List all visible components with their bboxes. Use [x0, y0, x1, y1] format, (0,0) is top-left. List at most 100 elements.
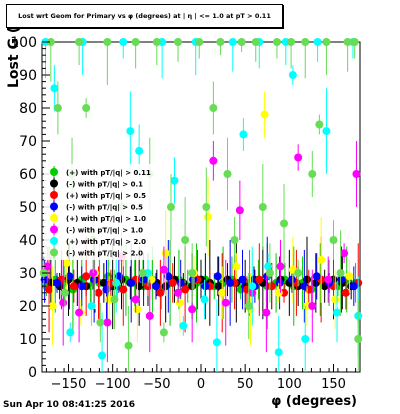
data-point	[341, 288, 350, 297]
data-point	[349, 282, 358, 291]
data-point	[209, 156, 218, 165]
data-point	[96, 318, 105, 327]
data-point	[48, 302, 57, 310]
data-point	[98, 351, 107, 360]
data-point	[43, 262, 52, 271]
data-point	[248, 282, 257, 291]
data-point	[77, 282, 86, 291]
data-point	[138, 269, 147, 277]
x-axis-label: φ (degrees)	[271, 394, 357, 409]
chart-title: Lost wrt Geom for Primary vs φ (degrees)…	[6, 4, 283, 28]
data-point	[90, 275, 99, 284]
data-point	[188, 269, 197, 277]
y-tick-label: 20	[19, 299, 37, 315]
data-point	[216, 38, 225, 46]
data-point	[176, 278, 185, 287]
data-point	[317, 255, 326, 264]
y-tick-label: 100	[10, 35, 37, 51]
data-point	[179, 321, 188, 330]
data-point	[301, 335, 310, 343]
data-point	[69, 282, 78, 291]
data-point	[352, 170, 361, 178]
x-tick-label: 150	[321, 377, 346, 392]
x-tick-label: −150	[51, 377, 87, 392]
data-point	[82, 104, 91, 112]
data-point	[244, 302, 253, 310]
data-point	[59, 298, 68, 307]
data-point	[174, 288, 183, 297]
legend-label: (+) with pT/|q| > 0.11	[66, 169, 151, 178]
data-point	[238, 275, 247, 284]
legend-label: (-) with pT/|q| > 2.0	[66, 250, 143, 259]
data-point	[218, 288, 227, 297]
chart-axes: −150 −100 −50 0 50 100 150 0 10 20 30 40 50 60 70 80 90 1…	[10, 35, 357, 392]
x-tick-label: 50	[237, 377, 254, 392]
data-point	[170, 176, 179, 185]
data-point	[124, 341, 133, 350]
y-tick-label: 70	[19, 134, 37, 150]
data-point	[189, 275, 198, 284]
data-point	[287, 275, 296, 284]
x-tick-label: 100	[277, 377, 302, 392]
data-point	[53, 104, 62, 112]
data-point	[82, 272, 91, 281]
data-point	[119, 38, 128, 46]
data-point	[103, 38, 112, 46]
data-point	[195, 38, 204, 46]
legend-label: (+) with pT/|q| > 2.0	[66, 238, 146, 247]
data-point	[201, 282, 210, 291]
data-point	[274, 288, 283, 297]
data-point	[94, 288, 103, 297]
legend-label: (-) with pT/|q| > 0.5	[66, 204, 143, 213]
data-point	[336, 269, 345, 277]
data-point	[214, 282, 223, 291]
y-tick-label: 0	[28, 365, 37, 381]
data-point	[280, 219, 289, 228]
data-point	[174, 38, 183, 46]
data-point	[209, 104, 218, 112]
data-point	[272, 38, 281, 46]
data-point	[46, 38, 55, 46]
data-point	[53, 278, 62, 287]
data-point	[87, 302, 96, 310]
data-point	[322, 38, 331, 46]
data-point	[288, 71, 297, 79]
data-point	[331, 295, 340, 304]
data-point	[45, 285, 54, 294]
data-point	[99, 278, 108, 287]
data-point	[175, 298, 184, 307]
data-point	[213, 272, 222, 281]
data-point	[345, 272, 354, 281]
data-point	[221, 298, 230, 307]
y-tick-label: 30	[19, 266, 37, 282]
data-point	[308, 302, 317, 310]
data-point	[322, 127, 331, 136]
y-tick-label: 40	[19, 233, 37, 249]
data-point	[232, 262, 241, 271]
data-point	[237, 38, 246, 46]
legend-label: (-) with pT/|q| > 0.1	[66, 181, 143, 190]
data-point	[255, 275, 264, 284]
data-point	[131, 295, 140, 304]
data-point	[324, 275, 333, 284]
data-point	[212, 338, 221, 347]
data-point	[287, 38, 296, 46]
y-tick-label: 60	[19, 167, 37, 183]
data-point	[313, 38, 322, 46]
legend-box	[44, 164, 158, 260]
legend-label: (+) with pT/|q| > 1.0	[66, 215, 146, 224]
y-tick-label: 80	[19, 101, 37, 117]
x-tick-label: 0	[197, 377, 205, 392]
data-point	[300, 282, 309, 291]
data-point	[329, 236, 338, 244]
data-point	[262, 308, 271, 317]
data-point	[308, 170, 317, 178]
data-point	[181, 236, 190, 244]
data-point	[267, 282, 276, 291]
data-point	[102, 285, 111, 294]
data-point	[139, 275, 148, 284]
data-point	[168, 278, 177, 287]
y-tick-label: 90	[19, 68, 37, 84]
data-point	[251, 38, 260, 46]
data-point	[75, 308, 84, 317]
